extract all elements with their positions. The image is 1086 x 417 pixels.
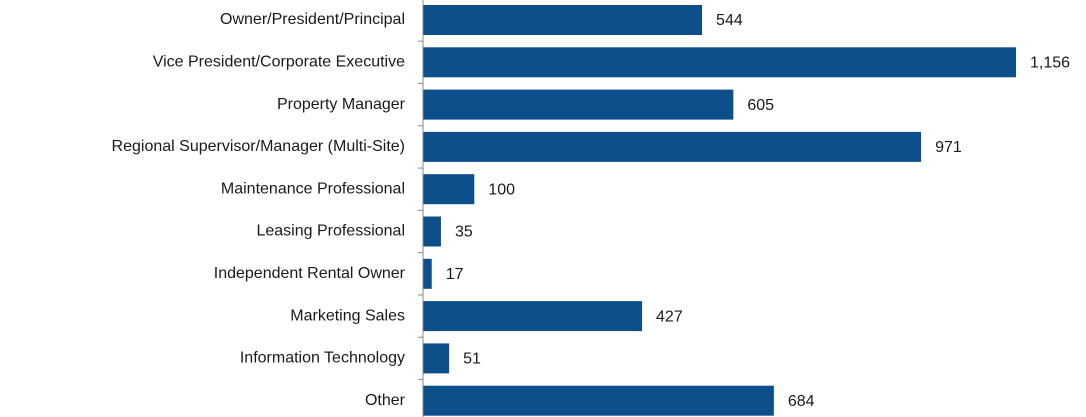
- category-label: Marketing Sales: [290, 307, 405, 324]
- value-label: 100: [488, 181, 515, 198]
- value-label: 427: [656, 308, 683, 325]
- value-label: 17: [446, 266, 464, 283]
- value-label: 35: [455, 224, 473, 241]
- value-label: 605: [747, 97, 774, 114]
- category-label: Regional Supervisor/Manager (Multi-Site): [112, 138, 405, 155]
- category-label: Property Manager: [277, 96, 406, 113]
- bar: [423, 385, 774, 416]
- bar: [423, 5, 703, 35]
- bar: [423, 216, 441, 247]
- value-label: 971: [935, 139, 962, 156]
- category-label: Vice President/Corporate Executive: [153, 54, 405, 71]
- value-label: 1,156: [1030, 55, 1070, 72]
- bar: [423, 174, 475, 205]
- bar: [423, 47, 1016, 78]
- category-label: Leasing Professional: [256, 223, 405, 240]
- category-label: Other: [365, 392, 406, 409]
- category-label: Maintenance Professional: [221, 180, 405, 197]
- value-label: 51: [463, 351, 481, 368]
- value-label: 684: [788, 393, 815, 410]
- bar: [423, 131, 922, 162]
- category-label: Owner/President/Principal: [220, 11, 405, 28]
- bar: [423, 301, 643, 332]
- category-label: Information Technology: [240, 350, 405, 367]
- bar: [423, 89, 734, 120]
- bar: [423, 343, 450, 374]
- bar: [423, 258, 432, 289]
- value-label: 544: [716, 12, 743, 29]
- category-label: Independent Rental Owner: [214, 265, 406, 282]
